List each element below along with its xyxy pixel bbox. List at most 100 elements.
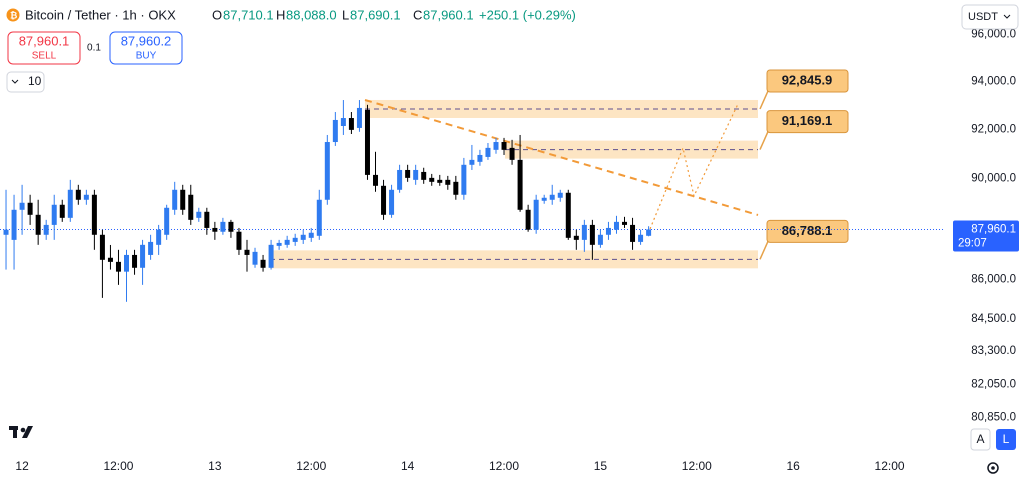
candle-body (236, 231, 242, 250)
y-tick-label: 96,000.0 (971, 29, 1016, 41)
candle-body (260, 259, 266, 268)
log-scale-button[interactable] (996, 429, 1016, 450)
sell-button[interactable] (7, 31, 81, 65)
candle-body (622, 221, 628, 225)
candle-body (172, 189, 178, 210)
candle-body (75, 189, 81, 200)
candle-body (3, 229, 9, 235)
y-tick-label: 84,500.0 (971, 313, 1016, 325)
candle-body (35, 214, 41, 235)
candle-body (565, 192, 571, 238)
candle-body (228, 221, 234, 232)
ohlc-value: 87,690.1 (350, 7, 401, 22)
ohlc-value: 87,710.1 (223, 7, 274, 22)
label-connector (759, 90, 769, 110)
candle-body (220, 221, 226, 232)
label-connector (759, 241, 769, 260)
y-tick-label: 86,000.0 (971, 274, 1016, 286)
candle-body (646, 229, 652, 236)
y-tick-label: 94,000.0 (971, 75, 1016, 87)
ohlc-key: C (413, 7, 422, 22)
symbol[interactable]: Bitcoin / Tether · 1h · OKX (25, 7, 176, 22)
candle-body (67, 189, 73, 218)
label-connector (759, 131, 769, 150)
candle-body (413, 169, 419, 180)
buy-button[interactable] (109, 31, 183, 65)
y-tick-label: 90,000.0 (971, 172, 1016, 184)
candle-body (180, 189, 186, 210)
candle-body (549, 194, 555, 200)
coin-icon (6, 8, 20, 22)
candle-body (348, 118, 354, 130)
candle-body (493, 142, 499, 150)
candle-body (212, 227, 218, 232)
candle-body (115, 261, 121, 272)
countdown: 29:07 (958, 237, 987, 249)
x-tick-label: 12 (15, 459, 29, 473)
candle-body (300, 234, 306, 240)
candle-body (461, 164, 467, 195)
level-label: 86,788.1 (782, 223, 833, 238)
ohlc-key: O (212, 7, 222, 22)
candle-body (140, 244, 146, 268)
indicator-toggle[interactable] (6, 71, 45, 93)
candle-body (252, 251, 258, 265)
candle-body (188, 194, 194, 220)
candle-body (557, 192, 563, 198)
candle-body (469, 159, 475, 165)
candle-body (51, 204, 57, 225)
change: +250.1 (+0.29%) (479, 7, 576, 22)
candle-body (581, 224, 587, 240)
x-tick-label: 14 (401, 459, 415, 473)
ohlc-key: H (276, 7, 285, 22)
y-tick-label: 83,300.0 (971, 345, 1016, 357)
candle-body (11, 209, 17, 240)
candle-body (589, 224, 595, 245)
candle-body (477, 154, 483, 162)
candle-body (316, 199, 322, 236)
plot-area: 92,845.9 91,169.1 86,788.1 96,000.0 94,000.0… (0, 29, 1019, 473)
candle-body (517, 159, 523, 210)
candle-body (453, 181, 459, 195)
level-label-box (766, 219, 849, 243)
candle-body (91, 194, 97, 235)
candle-body (509, 147, 515, 160)
candle-body (501, 142, 507, 150)
candle-body (533, 199, 539, 230)
projection-path (649, 103, 739, 230)
candle-body (27, 202, 33, 215)
candle-body (99, 234, 105, 260)
candle-body (132, 254, 138, 268)
candle-body (405, 169, 411, 178)
candle-body (268, 244, 274, 268)
last-price-label: 87,960.1 (971, 223, 1016, 235)
ohlc-value: 88,088.0 (286, 7, 337, 22)
y-tick-label: 82,050.0 (971, 378, 1016, 390)
x-tick-label: 12:00 (875, 459, 905, 473)
candle-body (204, 211, 210, 228)
candle-body (356, 107, 362, 128)
settings-icon[interactable] (987, 462, 999, 474)
candle-body (429, 177, 435, 182)
candle-body (605, 227, 611, 235)
candle-body (485, 147, 491, 157)
candle-body (124, 254, 130, 272)
auto-label: A (976, 432, 984, 446)
candle-body (630, 224, 636, 242)
level-label-box (766, 69, 849, 93)
candle-body (573, 235, 579, 240)
currency-select[interactable] (961, 4, 1019, 30)
candle-body (541, 197, 547, 201)
candle-body (638, 234, 644, 242)
candle-body (107, 257, 113, 262)
x-tick-label: 16 (787, 459, 801, 473)
sell-price: 87,960.1 (19, 33, 70, 48)
candle-body (59, 204, 65, 218)
candle-body (525, 209, 531, 230)
candle-body (83, 194, 89, 200)
y-tick-label: 92,000.0 (971, 123, 1016, 135)
last-price-tag (953, 220, 1019, 252)
auto-scale-button[interactable] (970, 428, 991, 451)
candle-body (364, 109, 370, 175)
